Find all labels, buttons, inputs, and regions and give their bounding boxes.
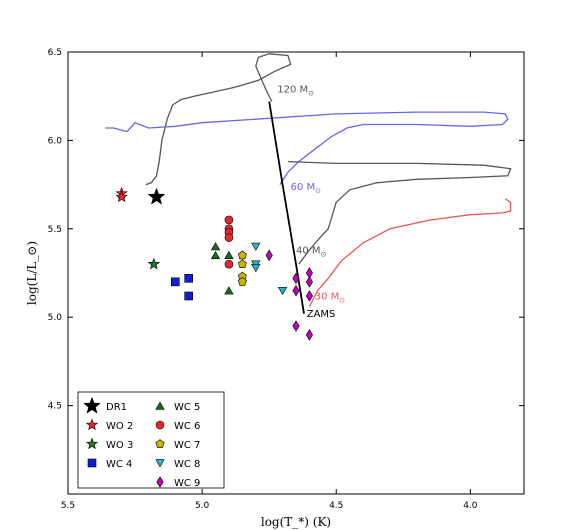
legend-box xyxy=(77,391,225,489)
point-8-6 xyxy=(292,320,300,332)
zams-path xyxy=(268,101,305,314)
y-tick-label-3: 6.0 xyxy=(48,136,63,146)
legend-label-6: WC 7 xyxy=(174,440,200,451)
point-6-1 xyxy=(237,259,247,269)
y-tick-label-2: 5.5 xyxy=(48,225,62,235)
point-1-1 xyxy=(115,190,128,203)
track-label-1: 60 M⊙ xyxy=(291,182,321,195)
track-label-2: 40 M⊙ xyxy=(296,246,326,259)
legend-label-3: WC 4 xyxy=(106,459,132,470)
track-line-3 xyxy=(308,198,512,307)
x-axis-label: log(T_*) (K) xyxy=(261,515,331,529)
legend-marker-4 xyxy=(155,401,165,410)
legend-label-8: WC 9 xyxy=(174,478,200,489)
point-4-1 xyxy=(210,250,221,260)
point-8-0 xyxy=(265,249,273,262)
x-tick-label-0: 5.5 xyxy=(61,501,75,511)
y-tick-label-4: 6.5 xyxy=(48,48,62,58)
point-4-2 xyxy=(224,250,234,260)
point-8-4 xyxy=(305,276,313,288)
point-7-2 xyxy=(251,263,261,273)
point-5-4 xyxy=(224,259,234,269)
point-2-0 xyxy=(147,257,161,270)
x-tick-label-3: 4.0 xyxy=(463,501,478,511)
point-8-1 xyxy=(292,272,300,285)
zams-label: ZAMS xyxy=(307,309,336,320)
legend-label-4: WC 5 xyxy=(174,402,200,413)
point-7-0 xyxy=(251,242,261,251)
point-5-3 xyxy=(224,233,234,242)
point-8-7 xyxy=(305,329,313,341)
x-tick-label-1: 5.0 xyxy=(195,501,210,511)
point-0-0 xyxy=(147,187,166,205)
x-tick-label-2: 4.5 xyxy=(329,501,343,511)
legend-marker-8 xyxy=(156,476,164,488)
legend-label-5: WC 6 xyxy=(174,421,200,432)
legend-label-0: DR1 xyxy=(106,402,127,413)
track-label-0: 120 M⊙ xyxy=(277,85,314,98)
y-tick-label-1: 5.0 xyxy=(48,313,63,323)
legend-marker-0 xyxy=(83,396,101,414)
legend: DR1 WO 2 WO 3 WC 4 WC 5 WC 6 WC 7 WC 8 WC 9 xyxy=(77,391,225,489)
legend-label-2: WO 3 xyxy=(106,440,133,451)
legend-marker-5 xyxy=(155,420,165,430)
zams-line: ZAMS xyxy=(268,101,336,320)
axis-labels: log(T_*) (K) log(L/L_⊙) xyxy=(25,241,331,529)
evolutionary-tracks: 120 M⊙ 60 M⊙ 40 M⊙ 30 M⊙ xyxy=(105,53,512,307)
point-7-3 xyxy=(277,286,288,296)
y-axis-label: log(L/L_⊙) xyxy=(25,241,39,305)
point-3-2 xyxy=(184,291,194,301)
point-8-5 xyxy=(305,290,313,302)
legend-label-7: WC 8 xyxy=(174,459,200,470)
track-line-1 xyxy=(105,111,509,185)
legend-marker-6 xyxy=(155,439,165,448)
data-points xyxy=(115,186,313,341)
axis-ticks: 5.5 5.0 4.5 4.0 4.5 5.0 5.5 6.0 6.5 xyxy=(48,48,524,511)
point-5-0 xyxy=(224,215,234,225)
point-6-3 xyxy=(237,277,247,286)
track-line-2 xyxy=(287,160,512,265)
point-6-0 xyxy=(237,250,247,260)
point-4-3 xyxy=(224,286,234,295)
y-tick-label-0: 4.5 xyxy=(48,402,62,412)
track-line-0 xyxy=(145,53,292,186)
legend-marker-1 xyxy=(85,418,99,431)
point-4-0 xyxy=(210,242,221,251)
point-3-1 xyxy=(184,274,194,283)
point-3-0 xyxy=(170,277,180,287)
track-label-3: 30 M⊙ xyxy=(315,292,345,305)
legend-marker-7 xyxy=(155,459,165,468)
legend-label-1: WO 2 xyxy=(106,421,133,432)
point-8-2 xyxy=(292,284,300,297)
legend-marker-3 xyxy=(87,458,97,468)
legend-marker-2 xyxy=(85,437,99,450)
